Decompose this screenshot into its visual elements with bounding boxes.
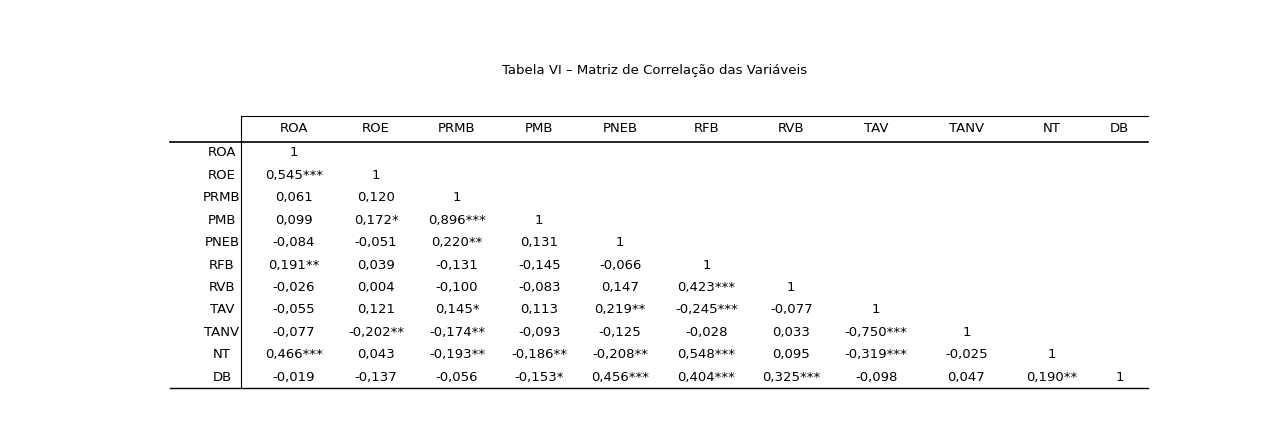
Text: PNEB: PNEB — [204, 236, 239, 249]
Text: 0,121: 0,121 — [357, 303, 395, 316]
Text: -0,131: -0,131 — [436, 258, 478, 271]
Text: 0,548***: 0,548*** — [677, 348, 735, 361]
Text: 0,190**: 0,190** — [1026, 370, 1077, 383]
Text: -0,174**: -0,174** — [429, 326, 486, 339]
Text: 1: 1 — [535, 214, 543, 227]
Text: 1: 1 — [962, 326, 971, 339]
Text: 1: 1 — [1116, 370, 1123, 383]
Text: RVB: RVB — [208, 281, 235, 294]
Text: TAV: TAV — [210, 303, 234, 316]
Text: DB: DB — [212, 370, 231, 383]
Text: 0,172*: 0,172* — [354, 214, 399, 227]
Text: -0,026: -0,026 — [272, 281, 316, 294]
Text: PMB: PMB — [525, 122, 553, 135]
Text: 0,033: 0,033 — [772, 326, 810, 339]
Text: 0,039: 0,039 — [358, 258, 395, 271]
Text: -0,084: -0,084 — [272, 236, 314, 249]
Text: 0,456***: 0,456*** — [592, 370, 649, 383]
Text: 1: 1 — [616, 236, 625, 249]
Text: 1: 1 — [787, 281, 795, 294]
Text: -0,750***: -0,750*** — [845, 326, 907, 339]
Text: 0,061: 0,061 — [275, 191, 313, 204]
Text: -0,125: -0,125 — [598, 326, 642, 339]
Text: -0,093: -0,093 — [518, 326, 561, 339]
Text: PRMB: PRMB — [203, 191, 240, 204]
Text: RFB: RFB — [694, 122, 720, 135]
Text: -0,077: -0,077 — [769, 303, 813, 316]
Text: -0,208**: -0,208** — [592, 348, 648, 361]
Text: 0,545***: 0,545*** — [265, 169, 323, 182]
Text: -0,056: -0,056 — [436, 370, 478, 383]
Text: PRMB: PRMB — [438, 122, 475, 135]
Text: -0,319***: -0,319*** — [845, 348, 907, 361]
Text: 1: 1 — [452, 191, 461, 204]
Text: ROE: ROE — [362, 122, 390, 135]
Text: -0,083: -0,083 — [518, 281, 561, 294]
Text: -0,077: -0,077 — [272, 326, 316, 339]
Text: -0,028: -0,028 — [685, 326, 727, 339]
Text: -0,153*: -0,153* — [515, 370, 564, 383]
Text: 0,147: 0,147 — [601, 281, 639, 294]
Text: RVB: RVB — [778, 122, 805, 135]
Text: -0,066: -0,066 — [599, 258, 642, 271]
Text: -0,055: -0,055 — [272, 303, 316, 316]
Text: NT: NT — [213, 348, 231, 361]
Text: -0,193**: -0,193** — [429, 348, 486, 361]
Text: 0,120: 0,120 — [358, 191, 395, 204]
Text: NT: NT — [1043, 122, 1061, 135]
Text: 1: 1 — [702, 258, 711, 271]
Text: 0,047: 0,047 — [947, 370, 985, 383]
Text: DB: DB — [1111, 122, 1130, 135]
Text: 0,404***: 0,404*** — [677, 370, 735, 383]
Text: 0,099: 0,099 — [275, 214, 313, 227]
Text: Tabela VI – Matriz de Correlação das Variáveis: Tabela VI – Matriz de Correlação das Var… — [502, 64, 808, 77]
Text: PNEB: PNEB — [602, 122, 638, 135]
Text: -0,019: -0,019 — [272, 370, 316, 383]
Text: 0,043: 0,043 — [358, 348, 395, 361]
Text: RFB: RFB — [210, 258, 235, 271]
Text: 0,095: 0,095 — [772, 348, 810, 361]
Text: -0,025: -0,025 — [946, 348, 988, 361]
Text: 0,131: 0,131 — [520, 236, 558, 249]
Text: ROA: ROA — [208, 146, 236, 159]
Text: -0,145: -0,145 — [518, 258, 561, 271]
Text: -0,137: -0,137 — [355, 370, 397, 383]
Text: TANV: TANV — [950, 122, 984, 135]
Text: -0,098: -0,098 — [855, 370, 897, 383]
Text: 0,423***: 0,423*** — [677, 281, 736, 294]
Text: 0,145*: 0,145* — [435, 303, 479, 316]
Text: 1: 1 — [872, 303, 881, 316]
Text: 0,191**: 0,191** — [268, 258, 320, 271]
Text: -0,202**: -0,202** — [348, 326, 404, 339]
Text: 0,113: 0,113 — [520, 303, 558, 316]
Text: PMB: PMB — [208, 214, 236, 227]
Text: TAV: TAV — [864, 122, 888, 135]
Text: 1: 1 — [372, 169, 381, 182]
Text: 0,004: 0,004 — [358, 281, 395, 294]
Text: 0,220**: 0,220** — [431, 236, 483, 249]
Text: 0,219**: 0,219** — [594, 303, 645, 316]
Text: ROA: ROA — [280, 122, 308, 135]
Text: 1: 1 — [1047, 348, 1056, 361]
Text: -0,245***: -0,245*** — [675, 303, 737, 316]
Text: 0,325***: 0,325*** — [762, 370, 820, 383]
Text: 1: 1 — [290, 146, 298, 159]
Text: ROE: ROE — [208, 169, 236, 182]
Text: -0,100: -0,100 — [436, 281, 478, 294]
Text: -0,186**: -0,186** — [511, 348, 567, 361]
Text: 0,896***: 0,896*** — [428, 214, 486, 227]
Text: TANV: TANV — [204, 326, 239, 339]
Text: 0,466***: 0,466*** — [265, 348, 323, 361]
Text: -0,051: -0,051 — [355, 236, 397, 249]
